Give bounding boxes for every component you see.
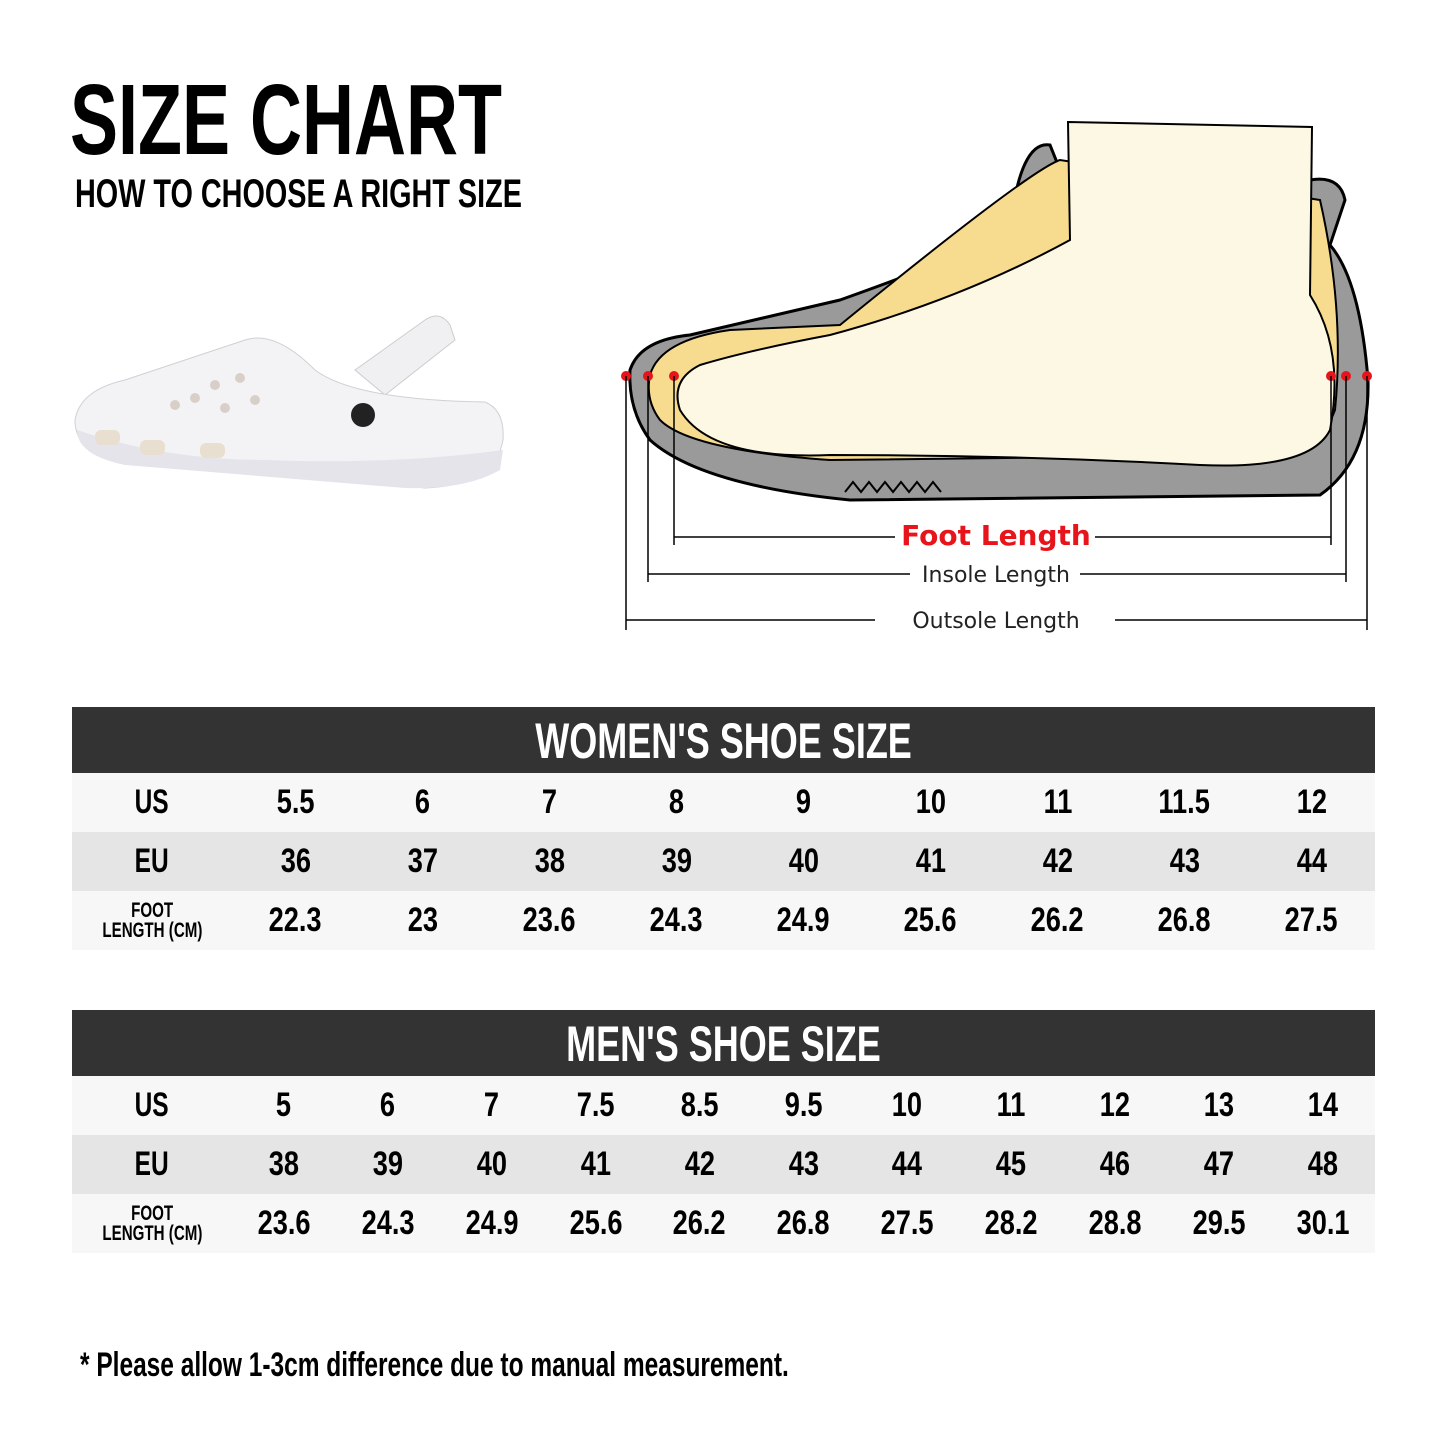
table-cell: 5.5	[276, 783, 315, 821]
page-subtitle: HOW TO CHOOSE A RIGHT SIZE	[75, 172, 696, 216]
table-cell: 8	[668, 783, 685, 821]
table-cell: 42	[1042, 842, 1073, 880]
women-eu-row: EU 36 37 38 39 40 41 42 43 44	[72, 832, 1375, 891]
table-cell: 11	[1043, 783, 1072, 821]
table-cell: 37	[407, 842, 438, 880]
table-cell: 10	[915, 783, 946, 821]
table-cell: 12	[1100, 1086, 1131, 1124]
table-cell: 42	[684, 1145, 715, 1183]
men-foot-length-row: FOOT LENGTH (CM) 23.6 24.3 24.9 25.6 26.2 26.8…	[72, 1194, 1375, 1253]
insole-length-label: Insole Length	[922, 563, 1070, 588]
heading-text: WOMEN'S SHOE SIZE	[535, 713, 912, 769]
men-size-table: MEN'S SHOE SIZE US 5 6 7 7.5 8.5 9.5 10 11 12 13 1…	[72, 1010, 1375, 1253]
women-us-row: US 5.5 6 7 8 9 10 11 11.5 12	[72, 773, 1375, 832]
row-label: US	[134, 783, 169, 821]
women-foot-length-row: FOOT LENGTH (CM) 22.3 23 23.6 24.3 24.9 25.6 26…	[72, 891, 1375, 950]
table-cell: 44	[1296, 842, 1327, 880]
table-cell: 43	[1169, 842, 1200, 880]
table-cell: 28.2	[984, 1204, 1038, 1242]
men-table-heading: MEN'S SHOE SIZE	[72, 1010, 1375, 1076]
table-cell: 28.8	[1088, 1204, 1142, 1242]
table-cell: 9	[795, 783, 812, 821]
table-cell: 43	[788, 1145, 819, 1183]
table-cell: 41	[580, 1145, 611, 1183]
table-cell: 45	[996, 1145, 1027, 1183]
table-cell: 26.8	[777, 1204, 830, 1242]
note-text: * Please allow 1-3cm difference due to m…	[80, 1346, 789, 1384]
table-cell: 23.6	[257, 1204, 311, 1242]
table-cell: 26.2	[1031, 901, 1084, 939]
table-cell: 8.5	[680, 1086, 719, 1124]
outsole-length-label: Outsole Length	[912, 609, 1079, 634]
foot-length-label: Foot Length	[901, 519, 1091, 552]
table-cell: 26.8	[1158, 901, 1211, 939]
table-cell: 11	[996, 1086, 1026, 1124]
table-cell: 27.5	[880, 1204, 934, 1242]
table-cell: 6	[380, 1086, 396, 1124]
table-cell: 9.5	[784, 1086, 823, 1124]
row-label: FOOT LENGTH (CM)	[102, 1201, 202, 1245]
page-title: SIZE CHART	[70, 70, 670, 170]
women-size-table: WOMEN'S SHOE SIZE US 5.5 6 7 8 9 10 11 11.5 12 E…	[72, 707, 1375, 950]
table-cell: 7.5	[576, 1086, 615, 1124]
table-cell: 46	[1100, 1145, 1131, 1183]
clog-shoe-image	[74, 315, 504, 489]
table-cell: 38	[268, 1145, 300, 1183]
table-cell: 22.3	[269, 901, 322, 939]
table-cell: 24.3	[361, 1204, 415, 1242]
row-label: EU	[134, 1145, 169, 1183]
table-cell: 23	[407, 901, 438, 939]
table-cell: 39	[661, 842, 692, 880]
table-cell: 11.5	[1158, 783, 1211, 821]
row-label: EU	[134, 842, 169, 880]
heading-text: MEN'S SHOE SIZE	[566, 1016, 881, 1072]
table-cell: 40	[476, 1145, 507, 1183]
foot-measurement-diagram: Foot Length Insole Length Outsole Length	[621, 120, 1372, 634]
table-cell: 47	[1203, 1145, 1235, 1183]
table-cell: 25.6	[569, 1204, 623, 1242]
table-cell: 7	[484, 1086, 500, 1124]
row-label: US	[134, 1086, 169, 1124]
table-cell: 27.5	[1285, 901, 1338, 939]
table-cell: 39	[372, 1145, 403, 1183]
row-label: FOOT LENGTH (CM)	[102, 898, 202, 942]
table-cell: 10	[892, 1086, 923, 1124]
men-us-row: US 5 6 7 7.5 8.5 9.5 10 11 12 13 14	[72, 1076, 1375, 1135]
table-cell: 38	[534, 842, 565, 880]
table-cell: 7	[541, 783, 558, 821]
table-cell: 36	[280, 842, 311, 880]
table-cell: 29.5	[1192, 1204, 1246, 1242]
table-cell: 48	[1307, 1145, 1339, 1183]
table-cell: 12	[1296, 783, 1327, 821]
table-cell: 23.6	[523, 901, 576, 939]
table-cell: 14	[1307, 1086, 1339, 1124]
men-eu-row: EU 38 39 40 41 42 43 44 45 46 47 48	[72, 1135, 1375, 1194]
table-cell: 41	[915, 842, 946, 880]
foot-shape	[676, 120, 1336, 467]
table-cell: 13	[1203, 1086, 1235, 1124]
table-cell: 26.2	[673, 1204, 727, 1242]
table-cell: 5	[276, 1086, 292, 1124]
table-cell: 44	[892, 1145, 923, 1183]
table-cell: 40	[788, 842, 819, 880]
title-text: SIZE CHART	[70, 64, 503, 176]
subtitle-text: HOW TO CHOOSE A RIGHT SIZE	[75, 172, 522, 216]
women-table-heading: WOMEN'S SHOE SIZE	[72, 707, 1375, 773]
table-cell: 24.9	[777, 901, 830, 939]
table-cell: 25.6	[904, 901, 957, 939]
table-cell: 24.3	[650, 901, 703, 939]
table-cell: 24.9	[465, 1204, 519, 1242]
table-cell: 6	[414, 783, 431, 821]
measurement-note: * Please allow 1-3cm difference due to m…	[80, 1345, 1064, 1385]
table-cell: 30.1	[1296, 1204, 1350, 1242]
